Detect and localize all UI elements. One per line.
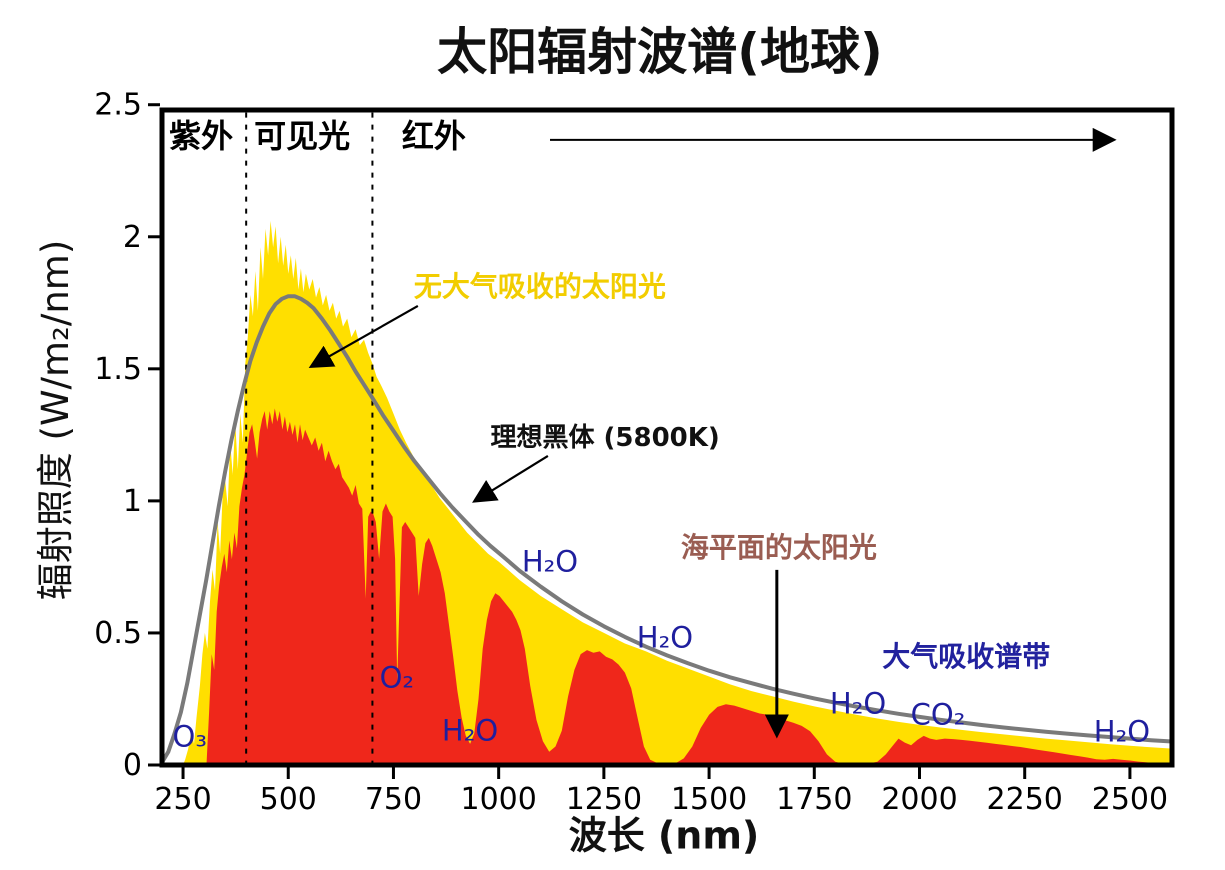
x-tick-label: 750 <box>365 782 422 817</box>
x-tick-label: 2250 <box>987 782 1063 817</box>
chart-title: 太阳辐射波谱(地球) <box>437 23 883 81</box>
label-o2: O₂ <box>379 660 415 695</box>
x-tick-label: 2500 <box>1092 782 1168 817</box>
label-visible: 可见光 <box>254 117 351 156</box>
label-h2o-2500: H₂O <box>1093 714 1151 749</box>
x-axis-label: 波长 (nm) <box>568 813 760 858</box>
label-uv: 紫外 <box>169 117 234 156</box>
label-sea-level: 海平面的太阳光 <box>680 531 877 565</box>
label-ir: 红外 <box>401 117 466 156</box>
y-tick-label: 1 <box>123 484 142 519</box>
x-tick-label: 1000 <box>460 782 536 817</box>
blackbody-curve <box>160 294 1173 764</box>
y-tick-label: 0 <box>123 748 142 783</box>
label-o3: O₃ <box>172 719 207 754</box>
x-tick-label: 1500 <box>671 782 747 817</box>
y-tick-label: 1.5 <box>94 352 142 387</box>
y-tick-label: 2 <box>123 220 142 255</box>
label-am0-sunlight: 无大气吸收的太阳光 <box>413 269 666 303</box>
y-tick-label: 0.5 <box>94 616 142 651</box>
label-h2o-940: H₂O <box>441 713 499 748</box>
arrow-to-blackbody <box>472 455 549 503</box>
x-tick-label: 500 <box>260 782 317 817</box>
label-h2o-1120: H₂O <box>521 544 579 579</box>
sea-level-area <box>204 408 1173 765</box>
plot-border <box>159 107 1175 768</box>
x-tick-label: 2000 <box>881 782 957 817</box>
label-blackbody: 理想黑体 (5800K) <box>490 422 720 453</box>
label-h2o-1400: H₂O <box>636 620 694 655</box>
label-co2: CO₂ <box>910 697 966 732</box>
y-tick-label: 2.5 <box>94 88 142 123</box>
x-tick-label: 1750 <box>776 782 852 817</box>
x-tick-label: 250 <box>154 782 211 817</box>
x-tick-label: 1250 <box>566 782 642 817</box>
arrow-to-am0-curve <box>308 305 419 368</box>
label-absorption-bands: 大气吸收谱带 <box>882 639 1051 673</box>
label-h2o-1850: H₂O <box>829 686 887 721</box>
